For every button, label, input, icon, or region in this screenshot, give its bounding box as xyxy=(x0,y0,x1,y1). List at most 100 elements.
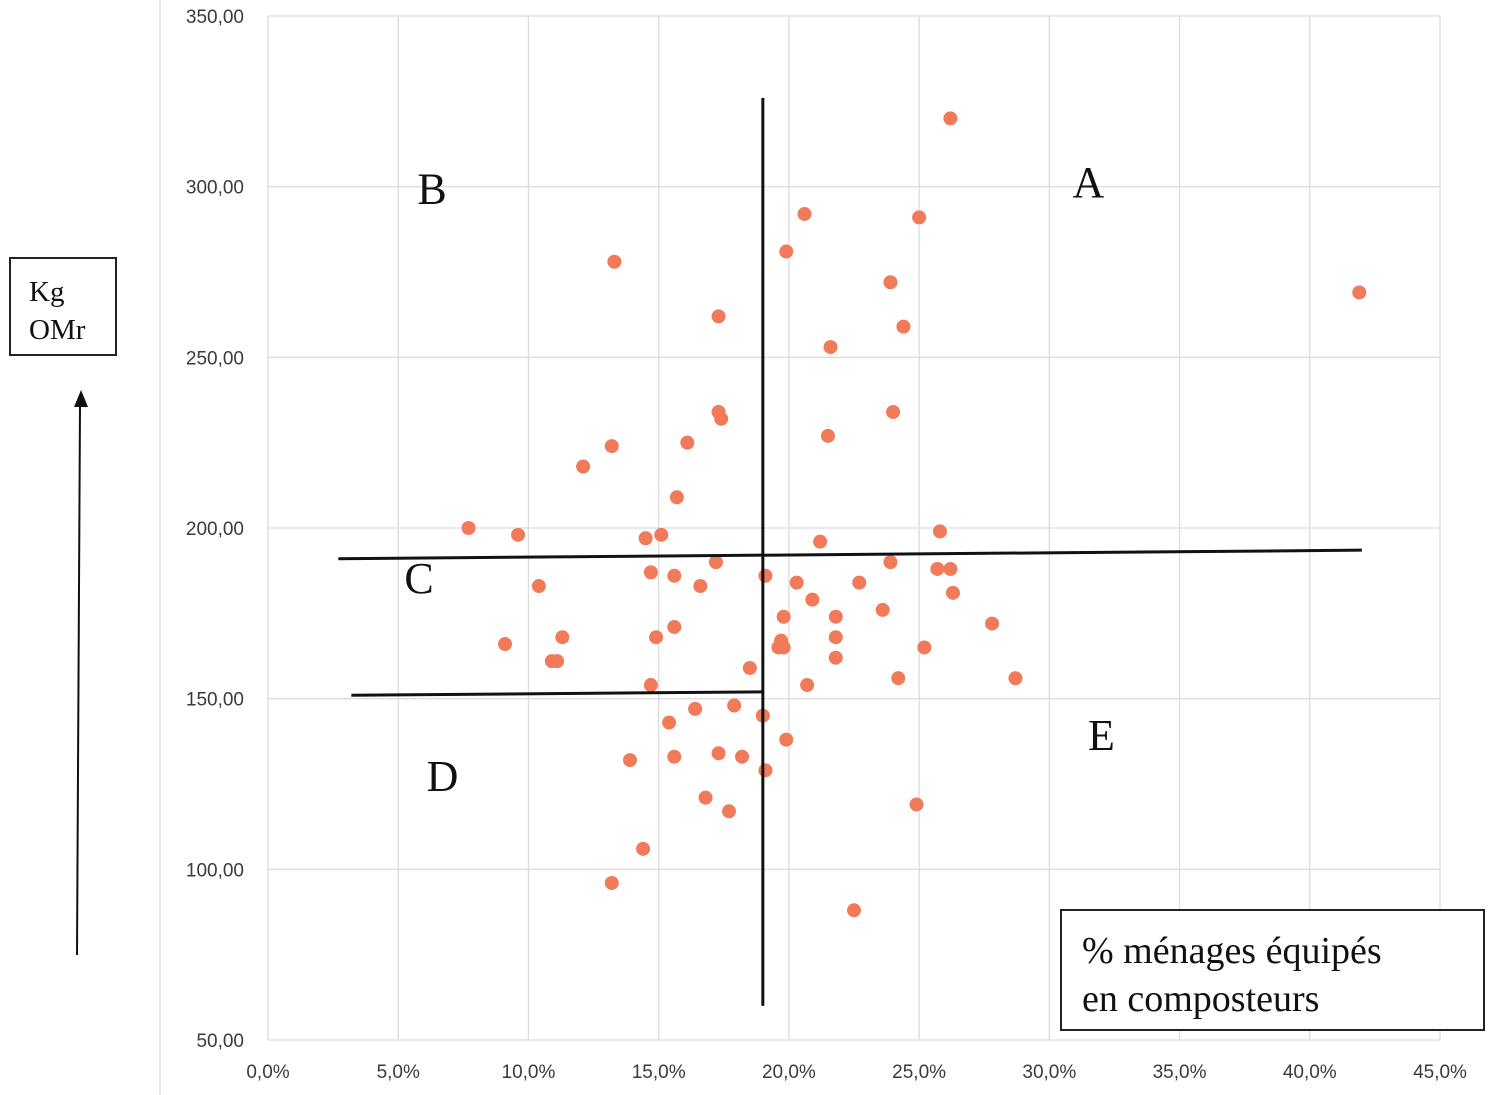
data-point xyxy=(698,790,713,805)
data-point xyxy=(828,630,843,645)
x-tick-label: 5,0% xyxy=(377,1062,420,1083)
data-point xyxy=(820,428,835,443)
data-point xyxy=(758,568,773,583)
x-tick-label: 35,0% xyxy=(1153,1062,1207,1083)
data-point xyxy=(742,660,757,675)
data-point xyxy=(727,698,742,713)
x-tick-label: 45,0% xyxy=(1413,1062,1467,1083)
quadrant-dividers xyxy=(338,97,1362,1006)
zone-label-a: A xyxy=(1073,158,1105,207)
y-tick-label: 100,00 xyxy=(186,860,244,881)
data-point xyxy=(943,561,958,576)
y-axis-label-line-2: OMr xyxy=(29,314,86,346)
y-axis-label-line-1: Kg xyxy=(29,276,65,308)
x-tick-label: 20,0% xyxy=(762,1062,816,1083)
data-point xyxy=(883,555,898,570)
divider-line xyxy=(351,690,763,697)
y-tick-label: 250,00 xyxy=(186,348,244,369)
data-point xyxy=(498,637,513,652)
data-point xyxy=(688,701,703,716)
y-axis-arrow-head xyxy=(74,390,88,407)
x-tick-label: 30,0% xyxy=(1022,1062,1076,1083)
data-point xyxy=(604,439,619,454)
data-point xyxy=(607,254,622,269)
data-point xyxy=(779,244,794,259)
x-tick-label: 25,0% xyxy=(892,1062,946,1083)
data-point xyxy=(909,797,924,812)
data-point xyxy=(636,841,651,856)
zone-label-e: E xyxy=(1088,711,1115,760)
data-point xyxy=(932,524,947,539)
zone-labels: A B C D E xyxy=(404,158,1114,801)
data-point xyxy=(667,619,682,634)
data-point xyxy=(638,531,653,546)
data-point xyxy=(847,903,861,918)
data-point xyxy=(800,678,815,693)
data-point xyxy=(985,616,1000,631)
data-point xyxy=(891,671,906,686)
data-point xyxy=(886,404,901,419)
data-point xyxy=(1352,285,1367,300)
data-point xyxy=(912,210,927,225)
data-point xyxy=(917,640,932,655)
y-tick-label: 350,00 xyxy=(186,7,244,28)
data-point xyxy=(461,521,476,535)
zone-label-c: C xyxy=(404,554,433,603)
data-point xyxy=(721,804,736,819)
data-point xyxy=(758,763,773,778)
x-tick-label: 0,0% xyxy=(246,1062,289,1083)
data-point xyxy=(643,565,658,580)
data-points xyxy=(461,111,1367,918)
y-tick-label: 300,00 xyxy=(186,178,244,199)
data-point xyxy=(943,111,958,126)
data-point xyxy=(883,275,898,290)
data-point xyxy=(828,609,843,624)
x-axis-label-line-2: en composteurs xyxy=(1082,978,1320,1020)
y-tick-label: 150,00 xyxy=(186,690,244,711)
x-tick-label: 15,0% xyxy=(632,1062,686,1083)
data-point xyxy=(662,715,677,730)
data-point xyxy=(776,640,791,655)
x-tick-label: 40,0% xyxy=(1283,1062,1337,1083)
data-point xyxy=(852,575,867,590)
data-point xyxy=(789,575,804,590)
data-point xyxy=(930,561,945,576)
data-point xyxy=(823,340,838,355)
data-point xyxy=(531,579,546,594)
zone-label-d: D xyxy=(427,752,459,801)
data-point xyxy=(680,435,695,450)
data-point xyxy=(555,630,570,645)
y-axis-arrow-line xyxy=(76,404,81,956)
data-point xyxy=(511,527,526,542)
divider-line xyxy=(338,548,1362,561)
data-point xyxy=(576,459,591,474)
data-point xyxy=(1008,671,1023,686)
data-point xyxy=(779,732,794,747)
x-axis-tick-labels: 0,0% 5,0% 10,0% 15,0% 20,0% 25,0% 30,0% 35,0% 40… xyxy=(246,1062,1467,1083)
data-point xyxy=(797,206,812,221)
data-point xyxy=(711,746,726,761)
zone-label-b: B xyxy=(417,165,446,214)
y-tick-label: 200,00 xyxy=(186,519,244,540)
data-point xyxy=(776,609,791,624)
data-point xyxy=(813,534,828,549)
data-point xyxy=(623,753,638,768)
y-axis-label-box: Kg OMr xyxy=(9,257,117,356)
x-axis-label-box: % ménages équipés en composteurs xyxy=(1060,909,1485,1031)
data-point xyxy=(667,568,682,583)
data-point xyxy=(714,411,729,426)
y-tick-label: 50,00 xyxy=(196,1031,244,1052)
data-point xyxy=(875,602,890,617)
data-point xyxy=(805,592,820,607)
data-point xyxy=(945,585,960,600)
data-point xyxy=(667,749,682,764)
data-point xyxy=(654,527,669,542)
x-tick-label: 10,0% xyxy=(502,1062,556,1083)
data-point xyxy=(711,309,726,324)
data-point xyxy=(550,654,565,669)
data-point xyxy=(828,650,843,665)
data-point xyxy=(669,490,684,505)
data-point xyxy=(708,555,723,570)
y-axis-tick-labels: 50,00 100,00 150,00 200,00 250,00 300,00 350,0… xyxy=(186,7,244,1052)
